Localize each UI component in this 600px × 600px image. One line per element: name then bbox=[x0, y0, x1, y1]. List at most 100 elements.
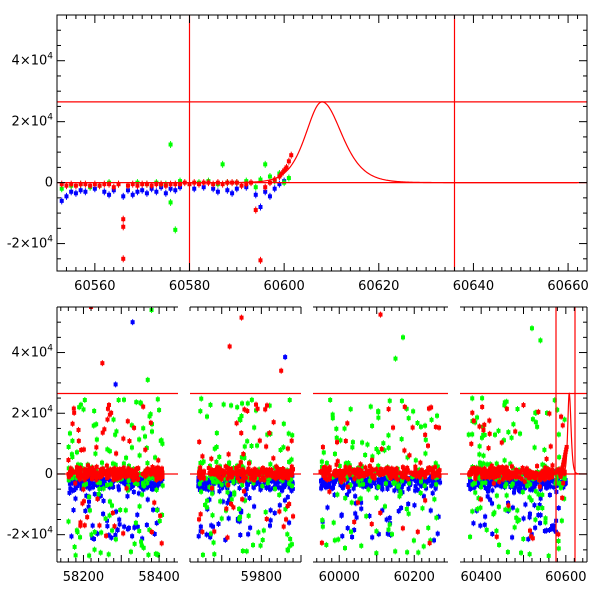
data-point bbox=[132, 524, 137, 531]
data-point bbox=[91, 536, 96, 543]
data-point bbox=[345, 525, 350, 532]
data-point bbox=[287, 458, 292, 465]
data-point bbox=[207, 496, 212, 503]
top-panel: 4×104 2×104 0 -2×104 60560 60580 60600 60620 606… bbox=[7, 14, 589, 294]
data-point bbox=[220, 498, 225, 505]
data-point bbox=[343, 464, 348, 471]
data-point bbox=[107, 512, 112, 519]
data-point bbox=[477, 451, 482, 458]
data-point bbox=[366, 486, 371, 493]
data-point bbox=[430, 490, 435, 497]
data-point bbox=[484, 526, 489, 533]
data-point bbox=[102, 188, 107, 196]
data-point bbox=[387, 521, 392, 528]
data-point bbox=[196, 533, 201, 540]
data-point bbox=[506, 502, 511, 509]
data-point bbox=[525, 468, 530, 475]
data-point bbox=[542, 446, 547, 453]
data-point bbox=[109, 409, 114, 416]
data-point bbox=[227, 459, 232, 466]
data-point bbox=[378, 466, 383, 473]
data-point bbox=[133, 519, 138, 526]
data-point bbox=[87, 481, 92, 488]
data-point bbox=[245, 438, 250, 445]
data-point bbox=[339, 478, 344, 485]
data-point bbox=[72, 543, 77, 550]
data-point bbox=[239, 182, 244, 190]
data-point bbox=[401, 334, 405, 341]
data-point bbox=[363, 469, 368, 476]
data-point bbox=[267, 522, 272, 529]
data-point bbox=[560, 422, 565, 429]
data-point bbox=[121, 223, 126, 231]
data-point bbox=[155, 507, 160, 514]
data-point bbox=[138, 399, 143, 406]
data-point bbox=[107, 498, 112, 505]
data-point bbox=[477, 459, 482, 466]
data-point bbox=[519, 549, 524, 556]
data-point bbox=[226, 451, 231, 458]
data-point bbox=[74, 527, 79, 534]
data-point bbox=[367, 477, 372, 484]
data-point bbox=[478, 496, 483, 503]
data-point bbox=[367, 512, 372, 519]
data-point bbox=[538, 337, 543, 344]
data-point bbox=[89, 475, 94, 482]
data-point bbox=[345, 420, 350, 427]
data-point bbox=[208, 401, 213, 408]
data-point bbox=[386, 432, 391, 439]
data-point bbox=[254, 401, 259, 408]
data-point bbox=[73, 480, 78, 487]
data-point bbox=[107, 448, 112, 455]
data-point bbox=[332, 450, 337, 457]
data-point bbox=[561, 480, 566, 487]
data-point bbox=[353, 493, 358, 500]
data-point bbox=[205, 413, 210, 420]
data-point bbox=[178, 180, 183, 188]
data-point bbox=[376, 531, 381, 538]
data-point bbox=[520, 489, 525, 496]
data-point bbox=[255, 405, 260, 412]
data-point bbox=[482, 521, 487, 528]
top-plot-frame bbox=[56, 14, 588, 272]
data-point bbox=[536, 472, 541, 479]
data-point bbox=[78, 186, 83, 194]
data-point bbox=[268, 517, 273, 524]
data-point bbox=[253, 466, 258, 473]
x-tick-label: 60000 bbox=[319, 570, 360, 585]
data-point bbox=[95, 495, 100, 502]
data-point bbox=[261, 527, 266, 534]
data-point bbox=[145, 460, 150, 467]
data-point bbox=[384, 516, 389, 523]
data-point bbox=[238, 532, 243, 539]
data-point bbox=[470, 508, 475, 515]
data-point bbox=[521, 515, 526, 522]
data-point bbox=[332, 537, 337, 544]
data-point bbox=[277, 491, 282, 498]
data-point bbox=[69, 533, 74, 540]
data-point bbox=[533, 419, 538, 426]
data-point bbox=[84, 492, 89, 499]
data-point bbox=[70, 420, 75, 427]
data-point bbox=[370, 422, 375, 429]
data-point bbox=[555, 406, 560, 413]
data-point bbox=[501, 437, 506, 444]
data-point bbox=[490, 487, 495, 494]
data-point bbox=[111, 416, 116, 423]
data-point bbox=[517, 479, 522, 486]
data-point bbox=[285, 445, 290, 452]
data-point bbox=[423, 497, 428, 504]
data-point bbox=[354, 514, 359, 521]
data-point bbox=[372, 475, 377, 482]
data-point bbox=[154, 520, 159, 527]
data-point bbox=[327, 475, 332, 482]
data-point bbox=[528, 486, 533, 493]
data-point bbox=[530, 416, 535, 423]
data-point bbox=[245, 407, 250, 414]
data-point bbox=[338, 468, 343, 475]
data-point bbox=[386, 444, 391, 451]
data-point bbox=[511, 421, 516, 428]
data-point bbox=[286, 474, 291, 481]
data-point bbox=[192, 185, 197, 193]
data-point bbox=[437, 467, 442, 474]
